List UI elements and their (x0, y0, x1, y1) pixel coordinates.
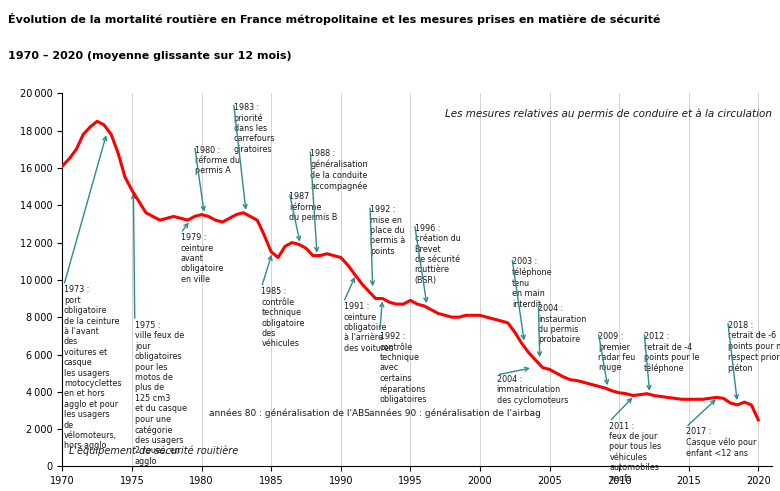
Text: Évolution de la mortalité routière en France métropolitaine et les mesures prise: Évolution de la mortalité routière en Fr… (8, 13, 660, 25)
Text: 2012 :
retrait de -4
points pour le
téléphone: 2012 : retrait de -4 points pour le télé… (644, 332, 700, 373)
Text: 2017 :
Casque vélo pour
enfant <12 ans: 2017 : Casque vélo pour enfant <12 ans (686, 427, 757, 458)
Text: 1991 :
ceinture
obligatoire
à l'arrière
des voitures: 1991 : ceinture obligatoire à l'arrière … (343, 302, 393, 353)
Text: 2004 :
instauration
du permis
probatoire: 2004 : instauration du permis probatoire (538, 304, 587, 344)
Text: 1996 :
création du
Brevet
de sécurité
routtière
(BSR): 1996 : création du Brevet de sécurité ro… (414, 224, 460, 285)
Text: 1979 :
ceinture
avant
obligatoire
en ville: 1979 : ceinture avant obligatoire en vil… (181, 233, 224, 284)
Text: 1988 :
généralisation
de la conduite
accompagnée: 1988 : généralisation de la conduite acc… (310, 149, 367, 191)
Text: 2018 :
retrait de -6
points pour non
respect priorité
piéton: 2018 : retrait de -6 points pour non res… (728, 321, 780, 373)
Text: 2011 :
feux de jour
pour tous les
véhicules
automobiles
neufs: 2011 : feux de jour pour tous les véhicu… (609, 422, 661, 483)
Text: 1983 :
priorité
dans les
carrefours
giratoires: 1983 : priorité dans les carrefours gira… (233, 103, 275, 154)
Text: 1992 :
contrôle
technique
avec
certains
réparations
obligatoires: 1992 : contrôle technique avec certains … (380, 332, 427, 404)
Text: 1992 :
mise en
place du
permis à
points: 1992 : mise en place du permis à points (370, 205, 406, 256)
Text: 2004 :
immatriculation
des cyclomoteurs: 2004 : immatriculation des cyclomoteurs (497, 375, 568, 405)
Text: années 80 : généralisation de l'ABS: années 80 : généralisation de l'ABS (208, 409, 370, 418)
Text: 1980 :
réforme du
permis A: 1980 : réforme du permis A (195, 145, 239, 175)
Text: 1970 – 2020 (moyenne glissante sur 12 mois): 1970 – 2020 (moyenne glissante sur 12 mo… (8, 51, 292, 61)
Text: 1975 :
ville feux de
jour
obligatoires
pour les
motos de
plus de
125 cm3
et du c: 1975 : ville feux de jour obligatoires p… (135, 321, 186, 466)
Text: années 90 : généralisation de l'airbag: années 90 : généralisation de l'airbag (369, 409, 541, 418)
Text: 2003 :
téléphone
tenu
en main
interdit: 2003 : téléphone tenu en main interdit (512, 257, 552, 309)
Text: Les mesures relatives au permis de conduire et à la circulation: Les mesures relatives au permis de condu… (445, 108, 772, 119)
Text: 1987 :
réforme
du permis B: 1987 : réforme du permis B (289, 192, 338, 222)
Text: 1973 :
port
obligatoire
de la ceinture
à l'avant
des
voitures et
casque
les usag: 1973 : port obligatoire de la ceinture à… (64, 285, 122, 450)
Text: L'équipement de sécurité rouitière: L'équipement de sécurité rouitière (69, 446, 239, 456)
Text: 2009 :
premier
radar feu
rouge: 2009 : premier radar feu rouge (598, 332, 636, 372)
Text: 1985 :
contrôle
technique
obligatoire
des
véhicules: 1985 : contrôle technique obligatoire de… (261, 287, 305, 348)
